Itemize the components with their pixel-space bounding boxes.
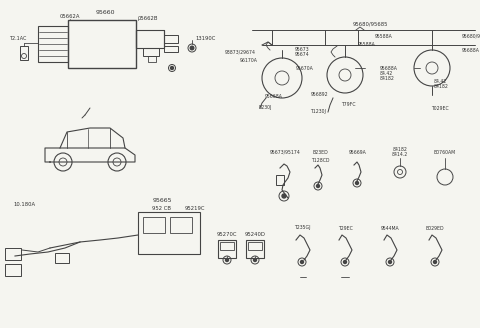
Circle shape: [388, 260, 392, 263]
Text: 95240D: 95240D: [245, 233, 265, 237]
Text: 84.42
84182: 84.42 84182: [434, 79, 449, 90]
Text: T128CD: T128CD: [311, 157, 329, 162]
Text: 95668A: 95668A: [265, 93, 283, 98]
Circle shape: [170, 67, 173, 70]
Text: 95588A: 95588A: [375, 33, 393, 38]
Text: 95270C: 95270C: [217, 233, 237, 237]
Text: 05662B: 05662B: [138, 15, 158, 20]
Circle shape: [282, 194, 286, 198]
Bar: [38, 26, 68, 62]
Bar: [164, 35, 178, 43]
Bar: [148, 56, 156, 62]
Bar: [143, 48, 159, 56]
Text: 956892: 956892: [311, 92, 329, 97]
Bar: [218, 240, 236, 258]
Bar: [220, 242, 234, 250]
Text: B029ED: B029ED: [426, 226, 444, 231]
Bar: [248, 242, 262, 250]
Bar: [5, 248, 21, 260]
Text: 95588A: 95588A: [358, 43, 376, 48]
Text: 96170A: 96170A: [240, 57, 258, 63]
Text: 95669A: 95669A: [349, 150, 367, 154]
Text: 95219C: 95219C: [185, 206, 205, 211]
Circle shape: [253, 258, 256, 261]
Bar: [143, 217, 165, 233]
Text: 84182
8414.2: 84182 8414.2: [392, 147, 408, 157]
Bar: [136, 30, 164, 48]
Text: 93873/29674: 93873/29674: [225, 50, 256, 54]
Text: 95673/95174: 95673/95174: [270, 150, 301, 154]
Bar: [138, 212, 200, 254]
Text: 95665: 95665: [152, 197, 172, 202]
Text: 84.42
84182: 84.42 84182: [380, 71, 395, 81]
Bar: [20, 46, 28, 60]
Text: T29EC: T29EC: [337, 226, 352, 231]
Circle shape: [226, 258, 228, 261]
Circle shape: [356, 181, 359, 184]
Text: 9544MA: 9544MA: [381, 226, 399, 231]
Circle shape: [300, 260, 303, 263]
Bar: [5, 264, 21, 276]
Text: 95688A: 95688A: [380, 66, 398, 71]
Text: B230J: B230J: [258, 105, 272, 110]
Bar: [170, 217, 192, 233]
Text: T1230J: T1230J: [310, 110, 326, 114]
Circle shape: [344, 260, 347, 263]
Circle shape: [433, 260, 436, 263]
Text: 13190C: 13190C: [195, 35, 216, 40]
Text: T029EC: T029EC: [431, 106, 449, 111]
Text: T235GJ: T235GJ: [294, 226, 310, 231]
Text: 95670A: 95670A: [296, 66, 314, 71]
Text: B23ED: B23ED: [312, 150, 328, 154]
Bar: [68, 20, 136, 68]
Text: 10.180A: 10.180A: [13, 202, 35, 208]
Bar: [246, 240, 264, 258]
Text: 95688A: 95688A: [462, 48, 480, 52]
Circle shape: [190, 46, 194, 50]
Bar: [164, 46, 178, 52]
Text: 95673
95674: 95673 95674: [295, 47, 310, 57]
Bar: [276, 175, 284, 185]
Text: 95660: 95660: [95, 10, 115, 14]
Bar: [55, 253, 69, 263]
Circle shape: [316, 184, 320, 188]
Text: 95680/95685: 95680/95685: [462, 33, 480, 38]
Text: T79FC: T79FC: [341, 102, 355, 108]
Text: 05662A: 05662A: [60, 14, 80, 19]
Text: 952 CB: 952 CB: [153, 206, 171, 211]
Text: B0760AM: B0760AM: [434, 150, 456, 154]
Text: 95680/95685: 95680/95685: [352, 22, 388, 27]
Text: T2.1AC: T2.1AC: [9, 35, 27, 40]
